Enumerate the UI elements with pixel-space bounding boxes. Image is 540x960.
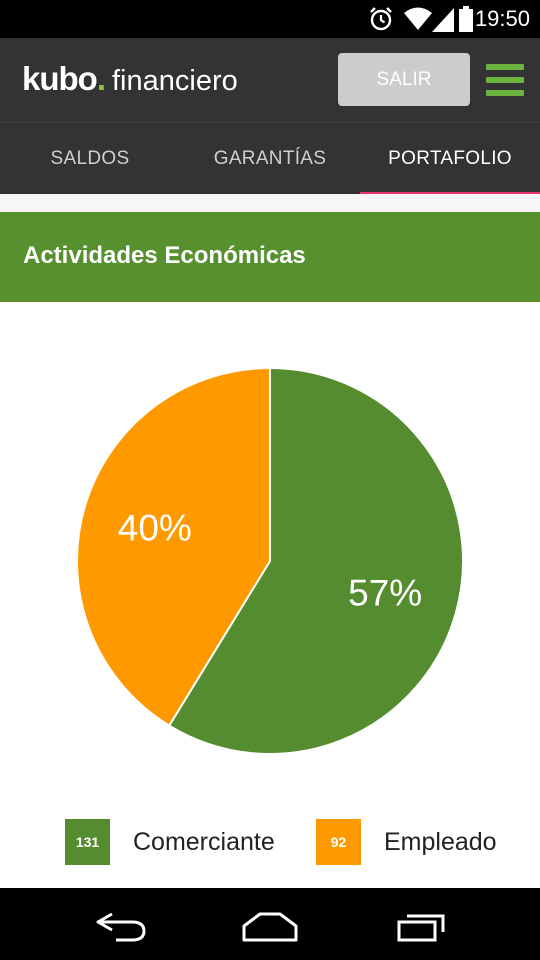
legend-swatch-comerciante: 131 xyxy=(65,819,110,865)
wifi-icon xyxy=(404,7,432,30)
pie-slice-empleado xyxy=(76,366,271,727)
chart-legend: 131 Comerciante 92 Empleado xyxy=(0,818,540,870)
legend-label-comerciante: Comerciante xyxy=(133,827,275,856)
battery-icon xyxy=(459,6,473,32)
signal-icon xyxy=(432,8,454,32)
status-time: 19:50 xyxy=(474,6,530,31)
logo-subtitle: financiero xyxy=(112,65,238,97)
section-title: Actividades Económicas xyxy=(23,242,306,269)
legend-swatch-empleado: 92 xyxy=(316,819,361,865)
status-bar: 19:50 xyxy=(0,0,540,38)
recent-apps-icon[interactable] xyxy=(393,908,449,944)
pie-label-comerciante: 57% xyxy=(348,572,422,613)
pie-chart: 57% 40% xyxy=(76,366,464,755)
pie-chart-container: 57% 40% xyxy=(0,302,540,802)
hamburger-menu-icon[interactable] xyxy=(486,64,524,96)
alarm-icon xyxy=(370,7,392,31)
section-header: Actividades Económicas xyxy=(0,212,540,302)
app-bar: kubo. financiero SALIR xyxy=(0,38,540,122)
tab-saldos-label: SALDOS xyxy=(50,148,130,169)
tab-portafolio-label: PORTAFOLIO xyxy=(388,148,512,169)
home-icon[interactable] xyxy=(240,908,300,944)
back-icon[interactable] xyxy=(92,908,148,944)
legend-label-empleado: Empleado xyxy=(384,827,497,856)
logout-button[interactable]: SALIR xyxy=(338,53,470,106)
logo-dot: . xyxy=(96,60,106,97)
app-logo: kubo. financiero xyxy=(22,60,238,98)
logout-button-label: SALIR xyxy=(376,68,432,90)
pie-slice-comerciante xyxy=(167,366,464,755)
legend-item-empleado: 92 Empleado xyxy=(316,818,497,866)
pie-label-empleado: 40% xyxy=(118,508,192,549)
tab-portafolio[interactable]: PORTAFOLIO xyxy=(360,123,540,195)
tab-garantias[interactable]: GARANTÍAS xyxy=(180,123,360,195)
legend-item-comerciante: 131 Comerciante xyxy=(65,818,275,866)
tab-bar: SALDOS GARANTÍAS PORTAFOLIO xyxy=(0,122,540,195)
content-top-strip xyxy=(0,194,540,212)
tab-saldos[interactable]: SALDOS xyxy=(0,123,180,195)
logo-brand: kubo xyxy=(22,60,98,97)
system-nav-bar xyxy=(0,888,540,960)
tab-garantias-label: GARANTÍAS xyxy=(213,148,327,169)
